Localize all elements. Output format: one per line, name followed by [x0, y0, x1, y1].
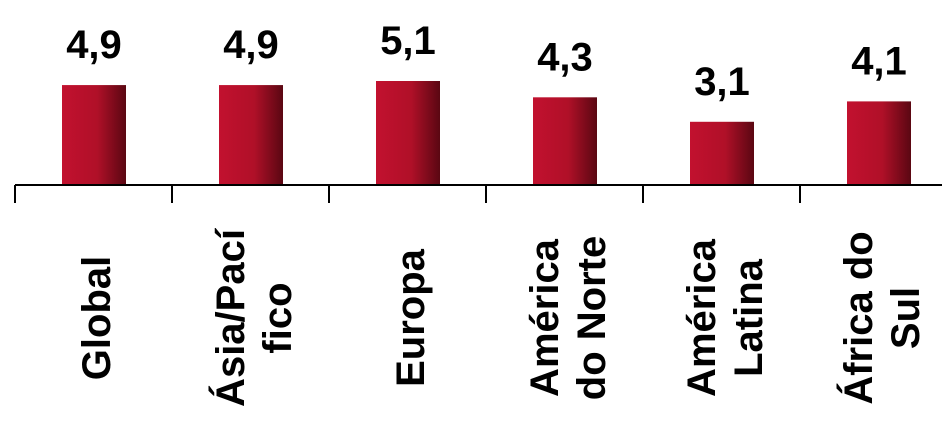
tick-label-line: Ásia/Pací [208, 227, 253, 407]
tick-label-line: fico [256, 282, 300, 353]
value-labels-group: 4,9 4,9 5,1 4,3 3,1 4,1 [66, 19, 907, 104]
bars-group [62, 81, 911, 185]
data-label: 3,1 [694, 60, 750, 104]
tick-label: Europa [389, 248, 433, 387]
tick-label-line: Europa [389, 248, 433, 387]
tick-label-line: América [680, 238, 724, 397]
tick-label-line: África do [836, 231, 881, 404]
tick-label-line: Sul [884, 287, 928, 349]
tick-label-line: do Norte [570, 236, 614, 400]
bar [219, 85, 283, 185]
data-label: 4,9 [66, 23, 122, 67]
bar [533, 97, 597, 185]
category-labels-group: Global Ásia/Pacífico Europa Américado Norte… [75, 227, 928, 407]
tick-label: Ásia/Pacífico [208, 227, 300, 407]
tick-label-line: Latina [727, 258, 771, 377]
tick-label: AméricaLatina [680, 238, 771, 397]
x-axis [14, 184, 942, 203]
data-label: 4,9 [223, 23, 279, 67]
tick-label-line: América [523, 238, 567, 397]
bar [690, 121, 754, 185]
data-label: 4,1 [851, 39, 907, 83]
tick-label-line: Global [75, 256, 119, 380]
tick-label: Global [75, 256, 119, 380]
data-label: 5,1 [380, 19, 436, 63]
bar [62, 85, 126, 185]
data-label: 4,3 [537, 35, 593, 79]
bar [376, 81, 440, 185]
tick-label: África doSul [836, 231, 928, 404]
tick-label: Américado Norte [523, 236, 614, 400]
bar [847, 101, 911, 185]
